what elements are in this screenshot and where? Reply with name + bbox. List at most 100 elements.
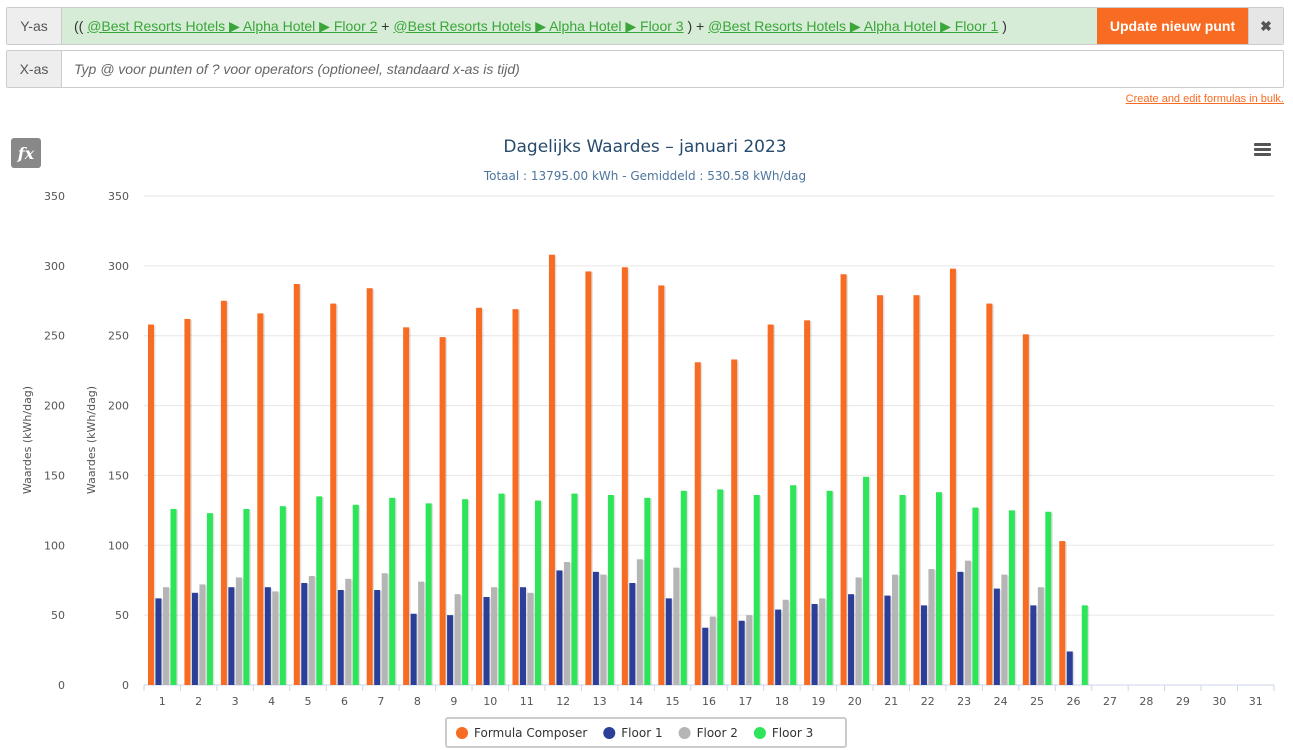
x-tick-label: 19 <box>811 695 825 708</box>
y-tick-label: 250 <box>108 330 129 343</box>
bar-floor-1 <box>155 598 162 685</box>
x-axis-input[interactable] <box>62 51 1283 87</box>
chart-subtitle: Totaal : 13795.00 kWh - Gemiddeld : 530.… <box>483 169 806 183</box>
bar-formula-composer <box>257 313 264 685</box>
bar-formula-composer <box>731 359 738 685</box>
bar-floor-2 <box>892 574 899 685</box>
bar-floor-3 <box>316 496 323 685</box>
bar-floor-3 <box>1045 511 1052 685</box>
bar-floor-1 <box>702 627 709 685</box>
bar-formula-composer <box>1022 334 1029 685</box>
x-tick-label: 16 <box>702 695 716 708</box>
bar-floor-3 <box>717 489 724 685</box>
x-tick-label: 25 <box>1030 695 1044 708</box>
x-tick-label: 13 <box>593 695 607 708</box>
bar-formula-composer <box>184 318 191 685</box>
x-tick-label: 23 <box>957 695 971 708</box>
bar-floor-3 <box>644 497 651 685</box>
x-tick-label: 9 <box>450 695 457 708</box>
formula-point-link[interactable]: @Best Resorts Hotels ▶ Alpha Hotel ▶ Flo… <box>393 17 684 34</box>
bar-floor-3 <box>571 493 578 685</box>
x-tick-label: 28 <box>1139 695 1153 708</box>
bar-formula-composer <box>804 320 811 685</box>
formula-operator: ) + <box>683 18 709 34</box>
legend-item[interactable]: Floor 2 <box>697 726 738 740</box>
bar-floor-2 <box>308 576 315 685</box>
x-tick-label: 8 <box>414 695 421 708</box>
update-point-button[interactable]: Update nieuw punt <box>1097 8 1248 44</box>
bar-floor-3 <box>425 503 432 685</box>
bar-formula-composer <box>330 303 337 685</box>
x-tick-label: 15 <box>666 695 680 708</box>
bar-formula-composer <box>220 300 227 685</box>
bar-floor-1 <box>519 587 526 685</box>
bar-floor-1 <box>374 589 381 685</box>
x-tick-label: 6 <box>341 695 348 708</box>
y-axis-title: Waardes (kWh/dag) <box>85 386 98 494</box>
legend-item[interactable]: Floor 1 <box>621 726 662 740</box>
y-tick-label-left: 350 <box>44 190 65 203</box>
bar-floor-2 <box>709 616 716 685</box>
bar-floor-2 <box>454 594 461 685</box>
bar-floor-1 <box>1030 605 1037 685</box>
bar-floor-1 <box>447 615 454 685</box>
bar-floor-3 <box>534 500 541 685</box>
x-tick-label: 4 <box>268 695 275 708</box>
x-tick-label: 31 <box>1249 695 1263 708</box>
bar-floor-2 <box>272 591 279 685</box>
legend-marker <box>456 727 468 739</box>
formula-operator: ) <box>998 18 1007 34</box>
bulk-formulas-link[interactable]: Create and edit formulas in bulk. <box>1125 93 1284 105</box>
x-tick-label: 30 <box>1212 695 1226 708</box>
bar-floor-1 <box>1066 651 1073 685</box>
function-button[interactable]: fx <box>11 138 41 168</box>
y-tick-label: 100 <box>108 539 129 552</box>
bar-floor-3 <box>498 493 505 685</box>
formula-point-link[interactable]: @Best Resorts Hotels ▶ Alpha Hotel ▶ Flo… <box>87 17 378 34</box>
x-tick-label: 27 <box>1103 695 1117 708</box>
bar-floor-2 <box>782 599 789 685</box>
bar-floor-2 <box>345 578 352 685</box>
bar-formula-composer <box>949 268 956 685</box>
bar-floor-3 <box>826 490 833 685</box>
bar-formula-composer <box>403 327 410 685</box>
bar-floor-3 <box>1081 605 1088 685</box>
close-icon[interactable]: ✖ <box>1248 8 1283 44</box>
x-tick-label: 24 <box>994 695 1008 708</box>
y-tick-label-left: 0 <box>58 679 65 692</box>
legend-marker <box>753 727 766 739</box>
legend-marker <box>603 727 616 739</box>
formula-point-link[interactable]: @Best Resorts Hotels ▶ Alpha Hotel ▶ Flo… <box>708 17 999 34</box>
legend-box <box>445 717 847 748</box>
bar-formula-composer <box>621 267 628 685</box>
bar-formula-composer <box>658 285 665 685</box>
y-axis-formula-input[interactable]: (( @Best Resorts Hotels ▶ Alpha Hotel ▶ … <box>62 8 1097 44</box>
y-tick-label: 350 <box>108 190 129 203</box>
bar-floor-1 <box>738 620 745 685</box>
y-tick-label: 300 <box>108 260 129 273</box>
bar-floor-1 <box>264 587 271 685</box>
bar-floor-1 <box>337 589 344 685</box>
bar-floor-3 <box>462 499 469 685</box>
x-tick-label: 7 <box>377 695 384 708</box>
bar-formula-composer <box>1059 541 1066 685</box>
bar-floor-2 <box>819 598 826 685</box>
hamburger-menu-icon[interactable] <box>1254 143 1271 157</box>
bar-floor-3 <box>279 506 286 685</box>
legend-item[interactable]: Floor 3 <box>772 726 813 740</box>
y-tick-label: 150 <box>108 469 129 482</box>
bar-floor-2 <box>600 574 607 685</box>
x-tick-label: 3 <box>232 695 239 708</box>
bar-floor-3 <box>352 504 359 685</box>
x-tick-label: 29 <box>1176 695 1190 708</box>
bar-floor-1 <box>410 613 417 685</box>
formula-operator: + <box>377 18 394 34</box>
bar-floor-3 <box>899 494 906 685</box>
legend-item[interactable]: Formula Composer <box>474 726 587 740</box>
y-tick-label-left: 150 <box>44 469 65 482</box>
bar-floor-2 <box>418 581 425 685</box>
bar-floor-1 <box>665 598 672 685</box>
chart-title: Dagelijks Waardes – januari 2023 <box>503 137 786 157</box>
bar-floor-3 <box>680 490 687 685</box>
bar-floor-3 <box>1008 510 1015 685</box>
